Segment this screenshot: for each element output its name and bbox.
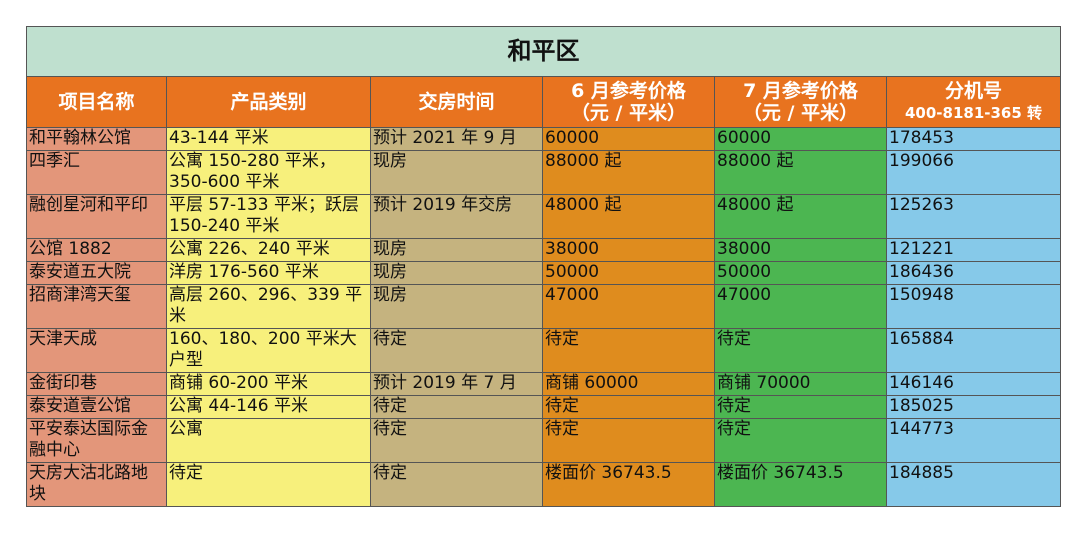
- cell-delivery: 预计 2019 年 7 月: [370, 372, 543, 396]
- cell-july-price: 47000: [714, 284, 887, 329]
- table-row: 平安泰达国际金融中心 公寓 待定 待定 待定 144773: [26, 418, 1062, 463]
- cell-june-price: 88000 起: [542, 150, 715, 195]
- header-delivery: 交房时间: [370, 76, 543, 128]
- cell-extension: 146146: [885, 372, 1062, 396]
- cell-july-price: 60000: [714, 127, 887, 151]
- cell-extension: 186436: [885, 261, 1062, 285]
- table-row: 泰安道五大院 洋房 176-560 平米 现房 50000 50000 1864…: [26, 261, 1062, 285]
- cell-june-price: 楼面价 36743.5: [542, 462, 715, 507]
- cell-extension: 199066: [885, 150, 1062, 195]
- cell-extension: 150948: [885, 284, 1062, 329]
- table-row: 天津天成 160、180、200 平米大 户型 待定 待定 待定 165884: [26, 328, 1062, 373]
- cell-name: 金街印巷: [26, 372, 167, 396]
- cell-delivery: 预计 2019 年交房: [370, 194, 543, 239]
- table-row: 公馆 1882 公寓 226、240 平米 现房 38000 38000 121…: [26, 238, 1062, 262]
- header-july-line2: （元 / 平米）: [742, 102, 859, 124]
- cell-july-price: 38000: [714, 238, 887, 262]
- cell-delivery: 现房: [370, 238, 543, 262]
- cell-june-price: 48000 起: [542, 194, 715, 239]
- header-name: 项目名称: [26, 76, 167, 128]
- cell-name: 平安泰达国际金融中心: [26, 418, 167, 463]
- cell-type: 平层 57-133 平米；跃层 150-240 平米: [166, 194, 371, 239]
- header-july-line1: 7 月参考价格: [743, 80, 858, 102]
- header-extension: 分机号 400-8181-365 转: [885, 76, 1062, 128]
- cell-july-price: 50000: [714, 261, 887, 285]
- cell-july-price: 88000 起: [714, 150, 887, 195]
- cell-june-price: 待定: [542, 395, 715, 419]
- price-table-container: 和平区 项目名称 产品类别 交房时间 6 月参考价格 （元 / 平米） 7 月参…: [25, 26, 1062, 507]
- table-row: 融创星河和平印 平层 57-133 平米；跃层 150-240 平米 预计 20…: [26, 194, 1062, 239]
- cell-name: 和平翰林公馆: [26, 127, 167, 151]
- cell-june-price: 待定: [542, 328, 715, 373]
- cell-delivery: 待定: [370, 418, 543, 463]
- cell-june-price: 待定: [542, 418, 715, 463]
- cell-extension: 165884: [885, 328, 1062, 373]
- cell-june-price: 商铺 60000: [542, 372, 715, 396]
- header-june-line1: 6 月参考价格: [571, 80, 686, 102]
- cell-name: 泰安道壹公馆: [26, 395, 167, 419]
- cell-july-price: 楼面价 36743.5: [714, 462, 887, 507]
- table-row: 金街印巷 商铺 60-200 平米 预计 2019 年 7 月 商铺 60000…: [26, 372, 1062, 396]
- header-ext-line2: 400-8181-365 转: [904, 104, 1043, 122]
- price-table: 和平区 项目名称 产品类别 交房时间 6 月参考价格 （元 / 平米） 7 月参…: [25, 26, 1062, 507]
- header-june-price: 6 月参考价格 （元 / 平米）: [542, 76, 715, 128]
- cell-name: 天房大沽北路地块: [26, 462, 167, 507]
- table-title: 和平区: [25, 26, 1062, 77]
- table-row: 四季汇 公寓 150-280 平米，350-600 平米 现房 88000 起 …: [26, 150, 1062, 195]
- table-row: 泰安道壹公馆 公寓 44-146 平米 待定 待定 待定 185025: [26, 395, 1062, 419]
- cell-type: 160、180、200 平米大 户型: [166, 328, 371, 373]
- cell-june-price: 60000: [542, 127, 715, 151]
- header-row: 项目名称 产品类别 交房时间 6 月参考价格 （元 / 平米） 7 月参考价格 …: [26, 76, 1062, 128]
- cell-name: 天津天成: [26, 328, 167, 373]
- cell-type: 公寓: [166, 418, 371, 463]
- cell-extension: 178453: [885, 127, 1062, 151]
- cell-delivery: 现房: [370, 284, 543, 329]
- cell-july-price: 待定: [714, 395, 887, 419]
- cell-name: 公馆 1882: [26, 238, 167, 262]
- cell-extension: 121221: [885, 238, 1062, 262]
- cell-extension: 125263: [885, 194, 1062, 239]
- cell-june-price: 38000: [542, 238, 715, 262]
- cell-type: 公寓 226、240 平米: [166, 238, 371, 262]
- title-row: 和平区: [25, 26, 1062, 77]
- table-row: 和平翰林公馆 43-144 平米 预计 2021 年 9 月 60000 600…: [26, 127, 1062, 151]
- cell-delivery: 现房: [370, 261, 543, 285]
- cell-name: 泰安道五大院: [26, 261, 167, 285]
- cell-delivery: 预计 2021 年 9 月: [370, 127, 543, 151]
- cell-july-price: 48000 起: [714, 194, 887, 239]
- header-ext-line1: 分机号: [945, 80, 1003, 102]
- cell-july-price: 待定: [714, 328, 887, 373]
- table-row: 招商津湾天玺 高层 260、296、339 平米 现房 47000 47000 …: [26, 284, 1062, 329]
- cell-name: 招商津湾天玺: [26, 284, 167, 329]
- cell-extension: 144773: [885, 418, 1062, 463]
- cell-type: 公寓 44-146 平米: [166, 395, 371, 419]
- cell-name: 融创星河和平印: [26, 194, 167, 239]
- cell-type: 待定: [166, 462, 371, 507]
- header-type: 产品类别: [166, 76, 371, 128]
- cell-type: 高层 260、296、339 平米: [166, 284, 371, 329]
- cell-type: 43-144 平米: [166, 127, 371, 151]
- cell-delivery: 待定: [370, 395, 543, 419]
- cell-delivery: 待定: [370, 462, 543, 507]
- cell-june-price: 50000: [542, 261, 715, 285]
- table-row: 天房大沽北路地块 待定 待定 楼面价 36743.5 楼面价 36743.5 1…: [26, 462, 1062, 507]
- cell-july-price: 待定: [714, 418, 887, 463]
- header-june-line2: （元 / 平米）: [570, 102, 687, 124]
- cell-delivery: 待定: [370, 328, 543, 373]
- cell-type: 商铺 60-200 平米: [166, 372, 371, 396]
- header-july-price: 7 月参考价格 （元 / 平米）: [714, 76, 887, 128]
- cell-type: 洋房 176-560 平米: [166, 261, 371, 285]
- cell-type: 公寓 150-280 平米，350-600 平米: [166, 150, 371, 195]
- cell-extension: 185025: [885, 395, 1062, 419]
- cell-delivery: 现房: [370, 150, 543, 195]
- cell-july-price: 商铺 70000: [714, 372, 887, 396]
- cell-june-price: 47000: [542, 284, 715, 329]
- cell-name: 四季汇: [26, 150, 167, 195]
- cell-extension: 184885: [885, 462, 1062, 507]
